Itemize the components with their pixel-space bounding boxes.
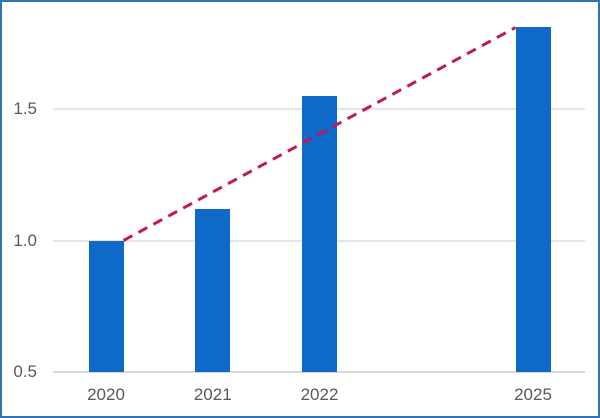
x-tick-label-2025: 2025	[514, 385, 552, 404]
y-tick-label: 1.5	[13, 99, 37, 118]
x-tick-label-2022: 2022	[300, 385, 339, 404]
x-tick-label-2020: 2020	[87, 385, 125, 404]
y-tick-label: 0.5	[13, 362, 37, 381]
gridline-0.5	[53, 371, 585, 373]
y-tick-label: 1.0	[13, 230, 37, 250]
bar-2022	[302, 95, 337, 372]
bar-2020	[88, 240, 124, 372]
x-tick-label-2021: 2021	[193, 385, 232, 404]
bar-2021	[195, 208, 231, 372]
bar-2025	[515, 27, 551, 372]
